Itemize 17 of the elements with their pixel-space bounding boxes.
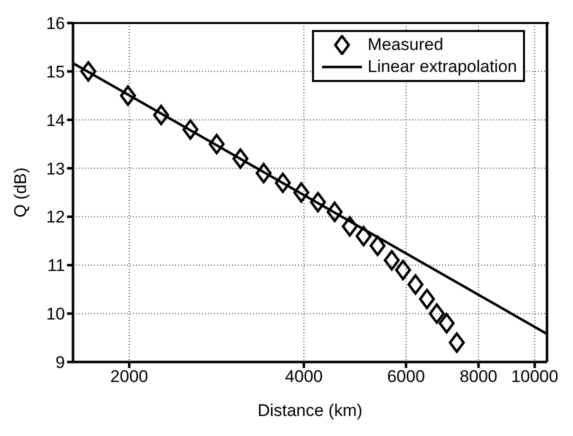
- x-tick-label: 8000: [460, 367, 498, 386]
- y-tick-label: 12: [46, 208, 65, 227]
- x-tick-label: 10000: [511, 367, 558, 386]
- y-tick-label: 14: [46, 110, 65, 130]
- y-tick-label: 15: [46, 62, 65, 82]
- y-tick-label: 9: [56, 353, 65, 372]
- x-tick-label: 4000: [284, 367, 323, 386]
- y-tick-label: 10: [46, 304, 65, 324]
- x-axis-title: Distance (km): [258, 401, 362, 420]
- y-tick-label: 16: [46, 14, 65, 34]
- y-tick-label: 11: [47, 256, 65, 276]
- y-axis-title: Q (dB): [11, 167, 30, 218]
- x-tick-label: 2000: [110, 367, 148, 386]
- y-tick-label: 13: [46, 159, 65, 178]
- legend-label: Measured: [368, 34, 444, 56]
- x-tick-label: 6000: [387, 367, 425, 386]
- legend-label: Linear extrapolation: [368, 56, 517, 78]
